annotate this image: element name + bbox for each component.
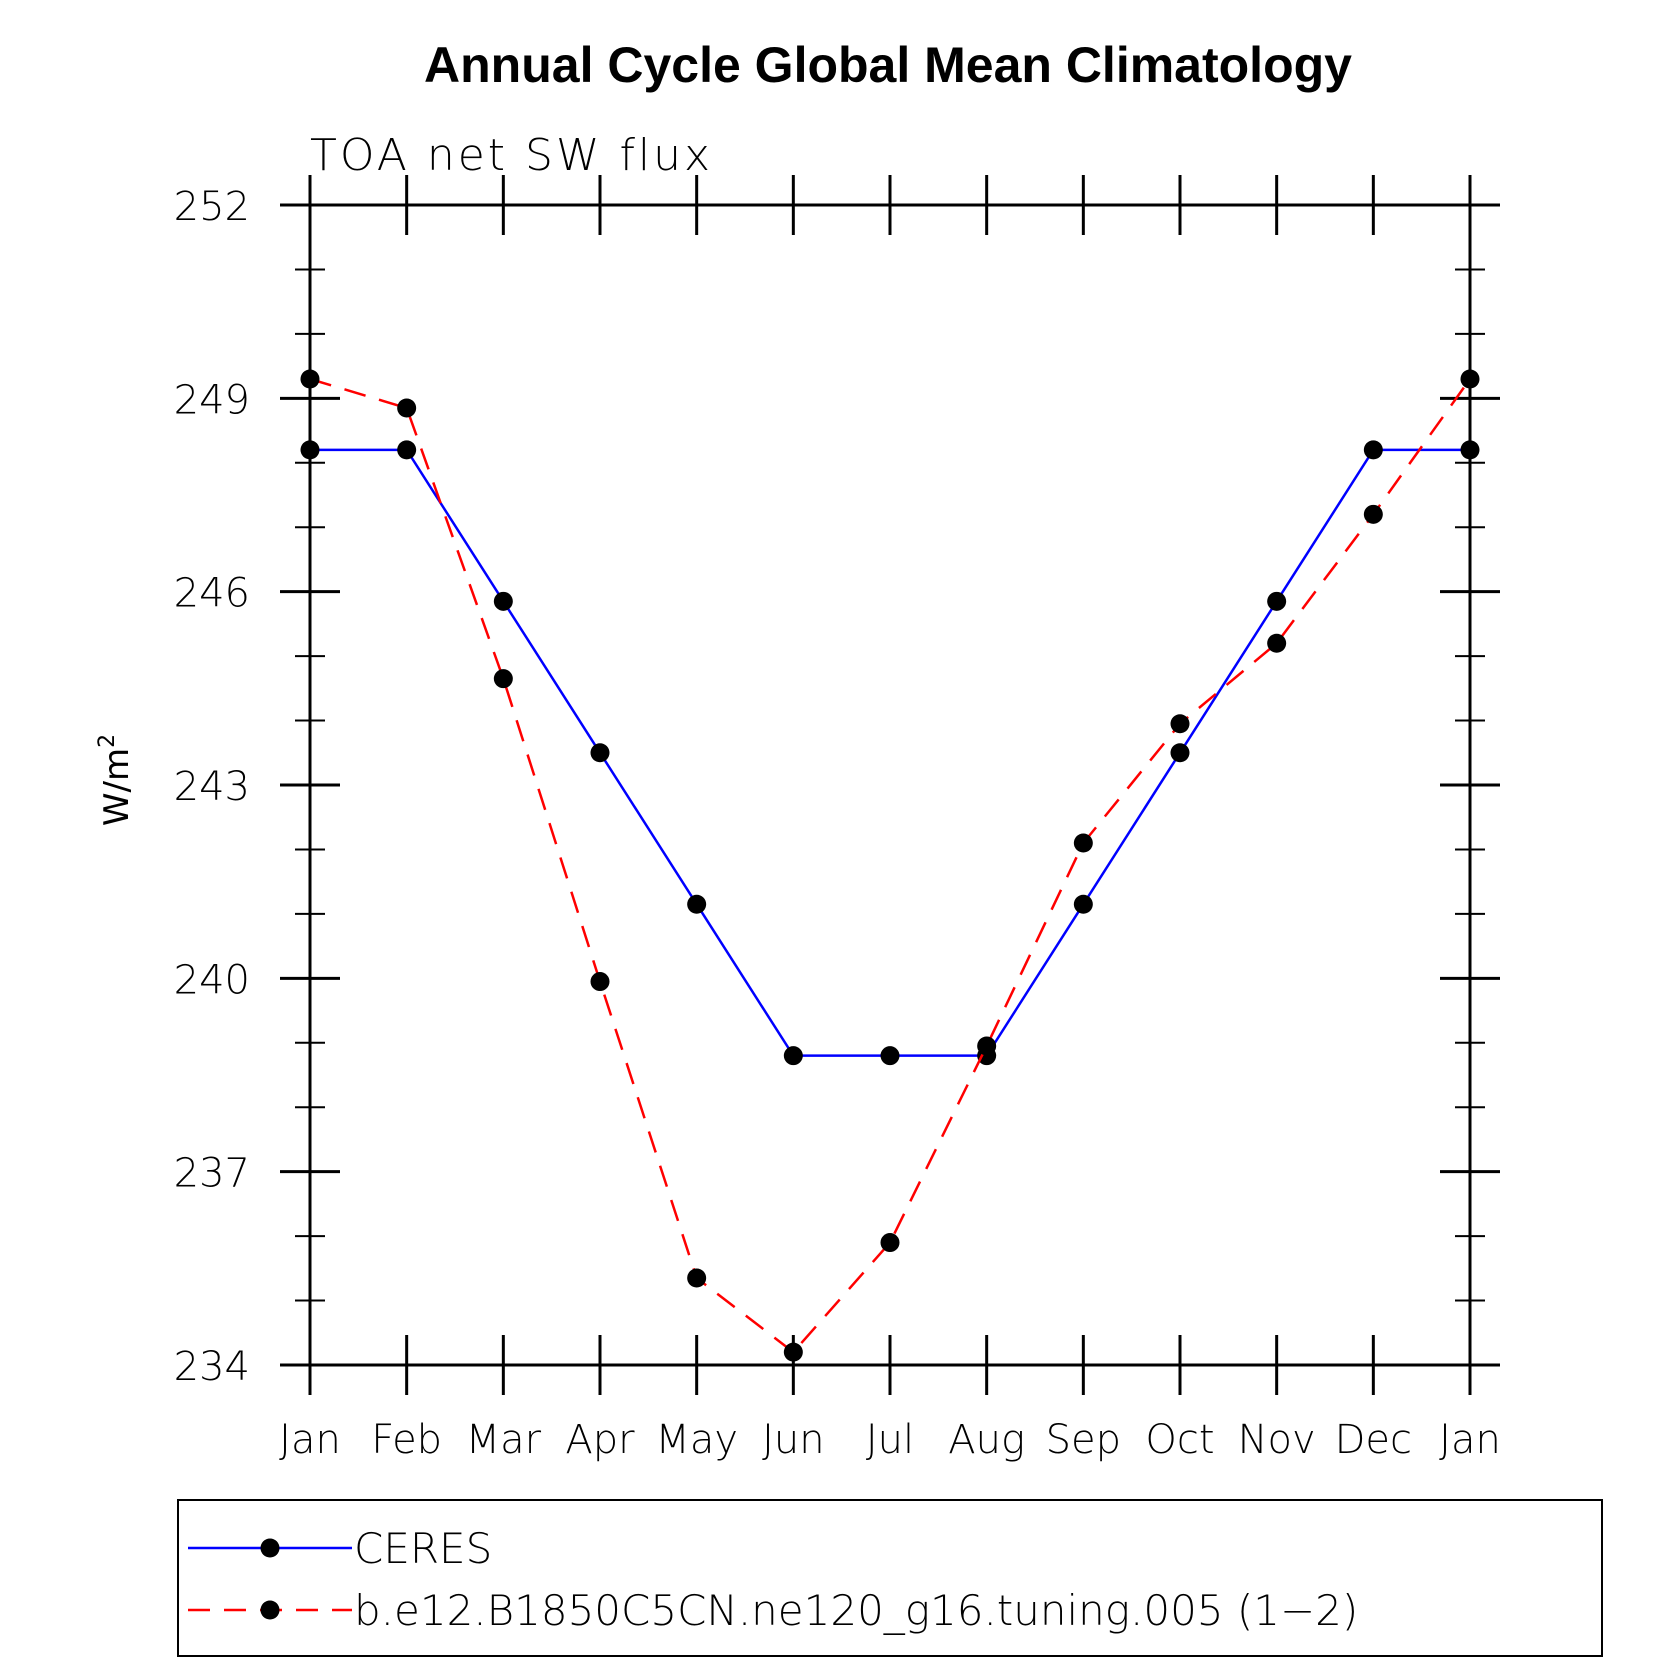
x-tick-label: Nov	[1238, 1417, 1316, 1463]
series-point	[783, 1342, 803, 1362]
series-point	[1267, 633, 1287, 653]
legend-box	[177, 1499, 1603, 1657]
axis-ticks	[280, 175, 1500, 1395]
y-tick-label: 246	[174, 571, 250, 617]
series-point	[590, 743, 610, 763]
series-point	[1267, 591, 1287, 611]
y-axis-label-superscript: 2	[95, 734, 120, 748]
legend-marker	[260, 1600, 280, 1620]
series-line	[310, 448, 1470, 1057]
series-point	[1363, 440, 1383, 460]
x-tick-label: May	[655, 1417, 738, 1463]
x-tick-label: Feb	[371, 1417, 442, 1463]
series-1	[300, 440, 1480, 1066]
series-point	[1170, 743, 1190, 763]
series-line	[309, 377, 1472, 1354]
x-tick-label: Apr	[565, 1417, 635, 1463]
legend-items: CERES b.e12.B1850C5CN.ne120_g16.tuning.00…	[188, 1524, 1358, 1635]
series-point	[397, 440, 417, 460]
x-tick-label: Jul	[866, 1417, 914, 1463]
series-point	[783, 1046, 803, 1066]
svg-text:W/m2: W/m2	[95, 734, 137, 826]
x-tick-label: Aug	[948, 1417, 1025, 1463]
series-point	[1363, 504, 1383, 524]
legend-marker	[260, 1538, 280, 1558]
y-axis-label-text: W/m	[97, 748, 137, 826]
legend-label: b.e12.B1850C5CN.ne120_g16.tuning.005 (1−…	[354, 1586, 1358, 1635]
series-point	[687, 894, 707, 914]
series-point	[590, 972, 610, 992]
series-point	[1073, 894, 1093, 914]
series-point	[977, 1036, 997, 1056]
chart-title: Annual Cycle Global Mean Climatology	[424, 37, 1352, 93]
y-axis-label: W/m2	[95, 734, 137, 826]
series-point	[300, 440, 320, 460]
y-tick-label: 252	[174, 184, 250, 230]
x-tick-label: Jun	[762, 1417, 825, 1463]
x-tick-label: Oct	[1145, 1417, 1214, 1463]
series-point	[493, 591, 513, 611]
y-tick-label: 243	[174, 764, 250, 810]
legend-item: b.e12.B1850C5CN.ne120_g16.tuning.005 (1−…	[188, 1586, 1358, 1635]
x-tick-label: Mar	[466, 1417, 542, 1463]
x-tick-label: Jan	[1439, 1417, 1501, 1463]
x-tick-label: Jan	[279, 1417, 341, 1463]
y-tick-label: 234	[174, 1344, 250, 1390]
series-point	[1073, 833, 1093, 853]
series-point	[493, 669, 513, 689]
series-layer	[300, 369, 1480, 1362]
x-tick-label: Sep	[1046, 1417, 1121, 1463]
series-2	[300, 369, 1480, 1362]
y-tick-labels: 234 237 240 243 246 249 252	[174, 184, 250, 1390]
y-tick-label: 249	[174, 377, 250, 423]
series-point	[880, 1046, 900, 1066]
series-point	[880, 1233, 900, 1253]
series-point	[687, 1268, 707, 1288]
legend-item: CERES	[188, 1524, 492, 1573]
x-tick-labels: Jan Feb Mar Apr May Jun Jul Aug Sep Oct Nov Dec Jan	[279, 1417, 1501, 1463]
series-point	[1460, 440, 1480, 460]
series-point	[1460, 369, 1480, 389]
x-tick-label: Dec	[1335, 1417, 1412, 1463]
y-tick-label: 237	[174, 1151, 250, 1197]
y-tick-label: 240	[174, 957, 250, 1003]
chart-subtitle: TOA net SW flux	[310, 130, 713, 181]
series-point	[300, 369, 320, 389]
series-point	[397, 398, 417, 418]
legend-label: CERES	[354, 1524, 492, 1573]
series-point	[1170, 714, 1190, 734]
plot-frame	[308, 203, 1472, 1367]
legend: CERES b.e12.B1850C5CN.ne120_g16.tuning.00…	[177, 1499, 1603, 1657]
